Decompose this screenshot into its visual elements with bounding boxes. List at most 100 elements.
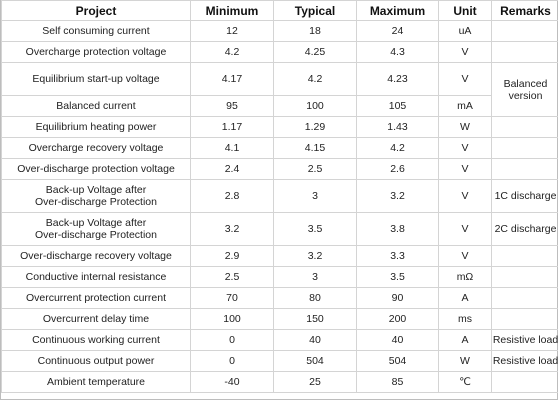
- project-label: Equilibrium heating power: [35, 121, 157, 133]
- table-row: Continuous output power 0 504 504 W Resi…: [1, 350, 558, 372]
- minimum-cell: 100: [190, 308, 274, 330]
- unit-cell: A: [438, 329, 492, 351]
- project-label-line-1: Back-up Voltage after: [45, 217, 147, 229]
- unit-cell: V: [438, 212, 492, 246]
- remarks-line: Balanced: [503, 77, 548, 90]
- minimum-cell: 4.17: [190, 62, 274, 96]
- minimum-cell: 12: [190, 20, 274, 42]
- table-row: Equilibrium start-up voltage 4.17 4.2 4.…: [1, 62, 558, 117]
- project-label: Continuous working current: [32, 334, 160, 346]
- table-row: Back-up Voltage after Over-discharge Pro…: [1, 179, 558, 213]
- typical-cell: 100: [273, 95, 357, 117]
- project-label: Balanced current: [56, 100, 136, 112]
- unit-cell: ℃: [438, 371, 492, 393]
- table-row: Overcurrent protection current 70 80 90 …: [1, 287, 558, 309]
- project-label: Over-discharge protection voltage: [17, 163, 175, 175]
- col-header-minimum: Minimum: [190, 0, 274, 21]
- maximum-cell: 105: [356, 95, 439, 117]
- minimum-cell: 2.9: [190, 245, 274, 267]
- unit-cell: A: [438, 287, 492, 309]
- unit-cell: V: [438, 41, 492, 63]
- maximum-cell: 3.2: [356, 179, 439, 213]
- maximum-cell: 3.8: [356, 212, 439, 246]
- project-cell: Self consuming current: [1, 20, 191, 42]
- project-cell: Equilibrium heating power: [1, 116, 191, 138]
- table-row: Over-discharge recovery voltage 2.9 3.2 …: [1, 245, 558, 267]
- project-cell: Continuous working current: [1, 329, 191, 351]
- project-cell: Equilibrium start-up voltage: [1, 62, 191, 96]
- table-row: Conductive internal resistance 2.5 3 3.5…: [1, 266, 558, 288]
- project-cell: Continuous output power: [1, 350, 191, 372]
- typical-cell: 3.5: [273, 212, 357, 246]
- unit-cell: mΩ: [438, 266, 492, 288]
- project-cell: Balanced current: [1, 95, 191, 117]
- table-row: Back-up Voltage after Over-discharge Pro…: [1, 212, 558, 246]
- project-cell: Overcurrent delay time: [1, 308, 191, 330]
- minimum-cell: -40: [190, 371, 274, 393]
- project-label: Self consuming current: [42, 25, 150, 37]
- maximum-cell: 4.3: [356, 41, 439, 63]
- maximum-cell: 4.23: [356, 62, 439, 96]
- unit-cell: V: [438, 62, 492, 96]
- col-header-maximum: Maximum: [356, 0, 439, 21]
- project-cell: Conductive internal resistance: [1, 266, 191, 288]
- maximum-cell: 3.5: [356, 266, 439, 288]
- typical-cell: 4.2: [273, 62, 357, 96]
- project-label-line-2: Over-discharge Protection: [35, 229, 157, 241]
- col-header-unit: Unit: [438, 0, 492, 21]
- remarks-cell: Resistive load: [491, 350, 558, 372]
- minimum-cell: 3.2: [190, 212, 274, 246]
- maximum-cell: 24: [356, 20, 439, 42]
- minimum-cell: 2.5: [190, 266, 274, 288]
- col-header-typical: Typical: [273, 0, 357, 21]
- unit-cell: V: [438, 245, 492, 267]
- remarks-cell: 1C discharge: [491, 179, 558, 213]
- typical-cell: 3: [273, 179, 357, 213]
- table-row: Equilibrium heating power 1.17 1.29 1.43…: [1, 116, 558, 138]
- maximum-cell: 4.2: [356, 137, 439, 159]
- remarks-cell: [491, 266, 558, 288]
- minimum-cell: 1.17: [190, 116, 274, 138]
- project-cell: Over-discharge recovery voltage: [1, 245, 191, 267]
- project-cell: Over-discharge protection voltage: [1, 158, 191, 180]
- maximum-cell: 2.6: [356, 158, 439, 180]
- project-label: Overcharge recovery voltage: [28, 142, 164, 154]
- remarks-cell: 2C discharge: [491, 212, 558, 246]
- unit-cell: W: [438, 350, 492, 372]
- maximum-cell: 3.3: [356, 245, 439, 267]
- typical-cell: 80: [273, 287, 357, 309]
- project-label-line-2: Over-discharge Protection: [35, 196, 157, 208]
- unit-cell: ms: [438, 308, 492, 330]
- typical-cell: 4.15: [273, 137, 357, 159]
- remarks-cell: [491, 287, 558, 309]
- minimum-cell: 4.2: [190, 41, 274, 63]
- unit-cell: W: [438, 116, 492, 138]
- table-row: Ambient temperature -40 25 85 ℃: [1, 371, 558, 393]
- table-row: Continuous working current 0 40 40 A Res…: [1, 329, 558, 351]
- project-cell: Overcurrent protection current: [1, 287, 191, 309]
- project-cell: Ambient temperature: [1, 371, 191, 393]
- minimum-cell: 95: [190, 95, 274, 117]
- typical-cell: 3.2: [273, 245, 357, 267]
- unit-cell: mA: [438, 95, 492, 117]
- remarks-cell: [491, 308, 558, 330]
- maximum-cell: 504: [356, 350, 439, 372]
- minimum-cell: 4.1: [190, 137, 274, 159]
- unit-cell: V: [438, 137, 492, 159]
- remarks-line: version: [508, 89, 543, 102]
- typical-cell: 150: [273, 308, 357, 330]
- typical-cell: 18: [273, 20, 357, 42]
- col-header-remarks: Remarks: [491, 0, 558, 21]
- remarks-cell: [491, 371, 558, 393]
- project-cell: Overcharge protection voltage: [1, 41, 191, 63]
- project-cell: Overcharge recovery voltage: [1, 137, 191, 159]
- maximum-cell: 85: [356, 371, 439, 393]
- project-cell: Back-up Voltage after Over-discharge Pro…: [1, 179, 191, 213]
- maximum-cell: 200: [356, 308, 439, 330]
- project-label: Overcharge protection voltage: [25, 46, 167, 58]
- project-label: Over-discharge recovery voltage: [20, 250, 172, 262]
- remarks-cell: Resistive load: [491, 329, 558, 351]
- unit-cell: uA: [438, 20, 492, 42]
